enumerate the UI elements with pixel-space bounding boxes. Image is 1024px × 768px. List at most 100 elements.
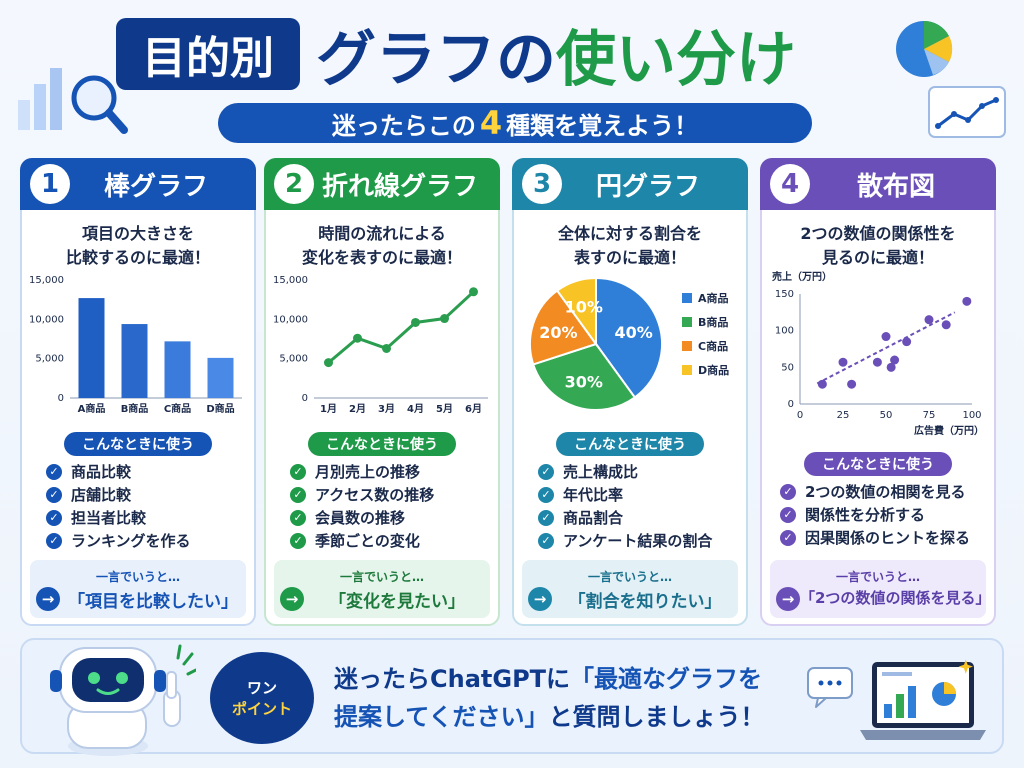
- use-list: ✓ 月別売上の推移 ✓ アクセス数の推移 ✓ 会員数の推移 ✓ 季節ごとの変化: [290, 460, 434, 552]
- scatter-point: [941, 320, 951, 330]
- summary-box: 一言でいうと… → 「変化を見たい」: [274, 560, 490, 618]
- use-list: ✓ 商品比較 ✓ 店舗比較 ✓ 担当者比較 ✓ ランキングを作る: [46, 460, 191, 552]
- use-label: こんなときに使う: [804, 452, 952, 476]
- card-scatter-plot: 4 散布図 2つの数値の関係性を 見るのに最適！ 売上（万円） 広告費（万円） 0 5…: [760, 158, 996, 626]
- y-axis-title: 売上（万円）: [772, 270, 832, 283]
- arrow-right-icon: →: [776, 587, 800, 611]
- list-item: ✓ 因果関係のヒントを探る: [780, 526, 970, 549]
- card-number: 3: [522, 164, 562, 204]
- use-list: ✓ 売上構成比 ✓ 年代比率 ✓ 商品割合 ✓ アンケート結果の割合: [538, 460, 712, 552]
- data-point: [440, 314, 449, 324]
- slice-label: 30%: [565, 373, 603, 392]
- bar-chart-magnifier-icon: [18, 68, 128, 134]
- use-label: こんなときに使う: [308, 432, 456, 456]
- bar: [164, 341, 191, 398]
- legend-label: B商品: [698, 315, 728, 329]
- tip-line-2b: と質問しましょう！: [548, 703, 765, 731]
- pie-slice: [529, 289, 598, 366]
- slice-label: 10%: [565, 297, 603, 316]
- list-item: ✓ 2つの数値の相関を見る: [780, 480, 970, 503]
- check-icon: ✓: [780, 483, 796, 500]
- bar: [121, 324, 148, 398]
- arrow-right-icon: →: [280, 587, 304, 611]
- card-bar-chart: 1 棒グラフ 項目の大きさを 比較するのに最適！ 0 5,000 10,000 15,…: [20, 158, 256, 626]
- list-item: ✓ 年代比率: [538, 483, 712, 506]
- legend-label: C商品: [698, 339, 728, 353]
- bar-chart: 0 5,000 10,000 15,000 A商品 B商品 C商品 D商品: [29, 275, 242, 415]
- card-number: 4: [770, 164, 810, 204]
- summary-text: 「変化を見たい」: [329, 592, 465, 612]
- data-point: [411, 317, 420, 327]
- x-tick-label: 25: [837, 410, 850, 421]
- pie-slice: [555, 276, 597, 348]
- header: 目的別 グラフ の 使い分け 迷ったらこの 4 種類を覚えよう！: [0, 0, 1024, 150]
- check-icon: ✓: [538, 532, 554, 549]
- scatter-point: [881, 332, 891, 342]
- check-icon: ✓: [290, 532, 306, 549]
- tip-panel: ワン ポイント 迷ったらChatGPTに「最適なグラフを 提案してください」と質…: [20, 638, 1004, 756]
- pie-chart: 40% 30% 20% 10% A商品 B商品 C商品 D商品: [529, 276, 729, 411]
- y-tick-label: 50: [781, 362, 794, 373]
- list-item: ✓ 関係性を分析する: [780, 503, 970, 526]
- list-item: ✓ 月別売上の推移: [290, 460, 434, 483]
- slice-label: 20%: [539, 323, 577, 342]
- card-header: 1 棒グラフ: [20, 158, 256, 210]
- scatter-point: [924, 315, 934, 325]
- y-tick-label: 5,000: [279, 354, 308, 365]
- check-icon: ✓: [46, 509, 62, 526]
- card-description: 項目の大きさを 比較するのに最適！: [22, 222, 254, 270]
- one-point-badge: ワン ポイント: [210, 652, 314, 744]
- list-item: ✓ ランキングを作る: [46, 529, 191, 552]
- legend-label: D商品: [698, 363, 729, 377]
- scatter-point: [886, 362, 896, 372]
- x-tick-label: 50: [880, 410, 893, 421]
- bar: [207, 357, 234, 398]
- y-tick-label: 10,000: [29, 314, 64, 325]
- summary-box: 一言でいうと… → 「項目を比較したい」: [30, 560, 246, 618]
- x-tick-label: C商品: [164, 402, 191, 415]
- summary-lead: 一言でいうと…: [339, 570, 424, 584]
- tip-line-2: 提案してください」と質問しましょう！: [334, 698, 765, 736]
- legend-swatch: [682, 293, 692, 303]
- desc-line-2: 比較するのに最適！: [65, 248, 210, 267]
- summary-lead: 一言でいうと…: [95, 570, 180, 584]
- card-description: 全体に対する割合を 表すのに最適！: [514, 222, 746, 270]
- x-tick-label: 5月: [436, 403, 453, 415]
- card-header: 4 散布図: [760, 158, 996, 210]
- tip-message: 迷ったらChatGPTに「最適なグラフを 提案してください」と質問しましょう！: [334, 660, 765, 736]
- title-part-graph: グラフ: [316, 24, 496, 95]
- x-tick-label: 75: [923, 410, 936, 421]
- legend-swatch: [682, 317, 692, 327]
- y-tick-label: 100: [775, 326, 794, 337]
- list-item: ✓ 売上構成比: [538, 460, 712, 483]
- x-tick-label: 1月: [320, 403, 337, 415]
- page-title: グラフ の 使い分け: [316, 12, 796, 96]
- arrow-right-icon: →: [36, 587, 60, 611]
- title-tag: 目的別: [116, 18, 300, 90]
- card-description: 2つの数値の関係性を 見るのに最適！: [762, 222, 994, 270]
- scatter-point: [962, 296, 972, 306]
- summary-lead: 一言でいうと…: [587, 570, 672, 584]
- check-icon: ✓: [780, 529, 796, 546]
- check-icon: ✓: [290, 463, 306, 480]
- card-title: 散布図: [856, 171, 935, 202]
- slice-label: 40%: [615, 323, 653, 342]
- scatter-plot: 売上（万円） 広告費（万円） 0 50 100 150 0 25 50 75 100: [772, 270, 984, 436]
- y-tick-label: 5,000: [35, 354, 64, 365]
- check-icon: ✓: [538, 463, 554, 480]
- scatter-point: [872, 357, 882, 367]
- card-pie-chart: 3 円グラフ 全体に対する割合を 表すのに最適！ 40% 30% 20% 10% A商品…: [512, 158, 748, 626]
- x-tick-label: A商品: [78, 402, 106, 415]
- list-item: ✓ アンケート結果の割合: [538, 529, 712, 552]
- list-item: ✓ 担当者比較: [46, 506, 191, 529]
- legend-swatch: [682, 341, 692, 351]
- summary-lead: 一言でいうと…: [835, 570, 920, 584]
- data-point: [382, 343, 391, 353]
- list-item: ✓ 商品比較: [46, 460, 191, 483]
- check-icon: ✓: [290, 509, 306, 526]
- robot-mascot-icon: [50, 644, 196, 756]
- title-part-usage: 使い分け: [556, 24, 796, 95]
- x-tick-label: B商品: [121, 402, 149, 415]
- tip-line-1b: 「最適なグラフを: [570, 665, 763, 693]
- data-point: [324, 358, 333, 368]
